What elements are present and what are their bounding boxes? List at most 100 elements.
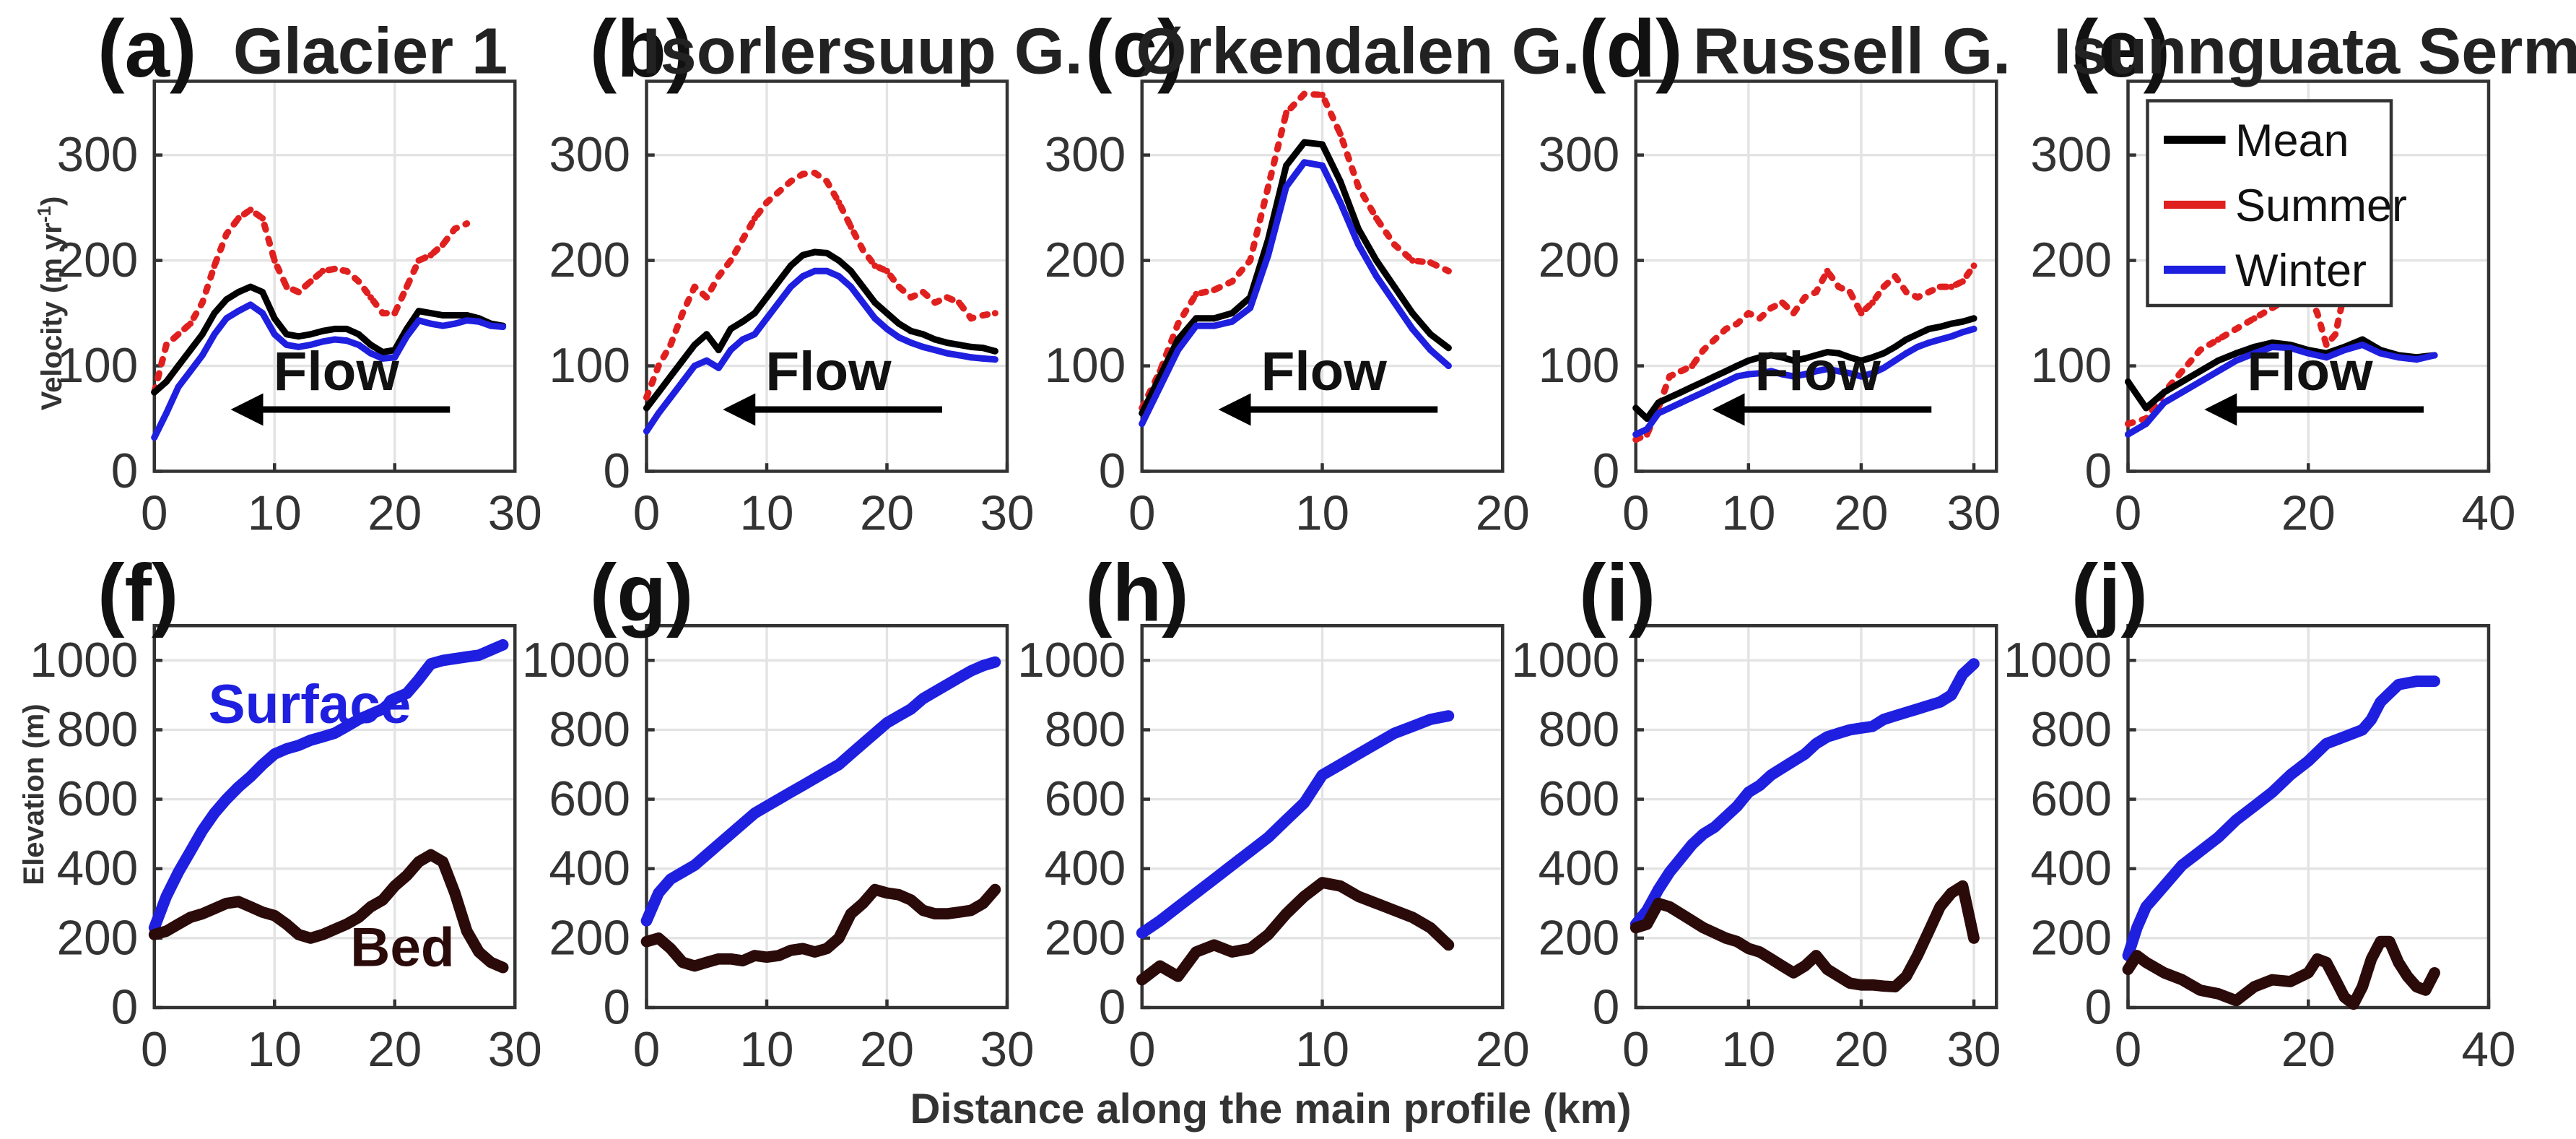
x-tick-label: 30 [980,487,1034,541]
point-winter [739,336,747,343]
point-mean [1767,352,1775,359]
y-tick-label: 800 [1045,703,1126,757]
point-surface [401,688,412,698]
point-mean [1926,325,1933,332]
point-summer [1801,294,1809,301]
panel-label: (e) [2071,3,2171,94]
point-summer [1247,257,1254,264]
point-summer [355,278,362,285]
point-mean [1914,331,1921,338]
point-bed [1209,940,1219,950]
point-bed [233,896,244,907]
point-bed [2159,968,2170,978]
point-winter [259,310,266,317]
point-mean [367,341,374,348]
y-tick-label: 400 [1539,841,1620,896]
point-mean [247,283,254,290]
point-bed [845,909,856,919]
point-bed [354,912,364,922]
point-bed [809,947,820,957]
point-surface [173,867,183,878]
point-mean [451,312,458,319]
point-winter [703,357,710,364]
point-winter [1790,373,1797,380]
point-surface [1443,711,1454,721]
point-winter [307,341,314,348]
point-mean [2196,368,2203,375]
y-tick-label: 0 [603,981,630,1035]
x-tick-label: 20 [367,487,422,541]
point-bed [1407,912,1418,922]
point-summer [259,215,266,222]
point-summer [1902,288,1910,295]
y-tick-label: 400 [1045,841,1126,896]
y-tick-label: 1000 [1511,633,1619,688]
point-winter [1733,373,1741,380]
x-tick-label: 20 [1834,1023,1888,1077]
point-mean [895,320,902,327]
point-summer [967,315,975,322]
point-surface [365,709,376,719]
point-surface [677,867,688,878]
axes-box [1634,624,1998,1010]
point-summer [1445,267,1452,274]
point-bed [329,924,340,935]
point-surface [749,808,760,818]
point-mean [2250,343,2258,350]
point-surface [2267,787,2278,797]
point-summer [1733,320,1741,327]
point-winter [1689,394,1696,401]
point-mean [199,331,206,338]
point-winter [2160,399,2167,407]
point-mean [1824,349,1831,356]
point-winter [823,267,830,274]
y-tick-label: 400 [57,841,139,896]
point-surface [737,818,748,828]
x-tick-label: 20 [860,487,914,541]
point-bed [786,945,796,956]
point-surface [486,645,496,655]
legend-label: Mean [2235,116,2349,166]
point-mean [1880,350,1887,357]
point-surface [773,794,784,805]
point-surface [1191,888,1201,898]
y-tick-label: 200 [549,233,630,287]
point-bed [1879,981,1889,991]
panel-title: Ørkendalen G. [1136,15,1580,87]
panel-label: (d) [1579,3,1683,94]
point-summer [1869,299,1876,306]
y-tick-label: 600 [57,772,139,826]
series-surface [640,656,1001,927]
x-tick-label: 0 [2115,1023,2142,1077]
point-summer [1229,278,1236,285]
point-mean [2160,389,2167,396]
point-summer [1835,283,1842,290]
point-winter [1970,325,1977,332]
y-tick-label: 300 [1045,128,1126,182]
point-bed [762,952,772,963]
point-summer [1632,436,1640,443]
point-mean [848,267,855,274]
series-bed [640,883,1001,972]
point-summer [223,230,230,238]
point-winter [1858,373,1865,380]
point-surface [834,759,844,770]
point-winter [451,320,458,327]
point-winter [427,320,435,327]
flow-arrow-head [230,393,264,426]
point-mean [283,331,290,338]
point-bed [1800,961,1810,971]
point-surface [2231,815,2242,826]
point-summer [1301,90,1308,98]
point-surface [1687,839,1697,849]
point-winter [2268,343,2276,350]
point-mean [799,251,806,259]
point-bed [282,919,292,930]
x-tick-label: 10 [248,1023,302,1077]
point-mean [1959,318,1966,325]
point-summer [1689,363,1696,370]
point-winter [2125,430,2131,438]
point-bed [1766,953,1776,964]
point-mean [2359,336,2366,343]
point-surface [282,744,292,754]
